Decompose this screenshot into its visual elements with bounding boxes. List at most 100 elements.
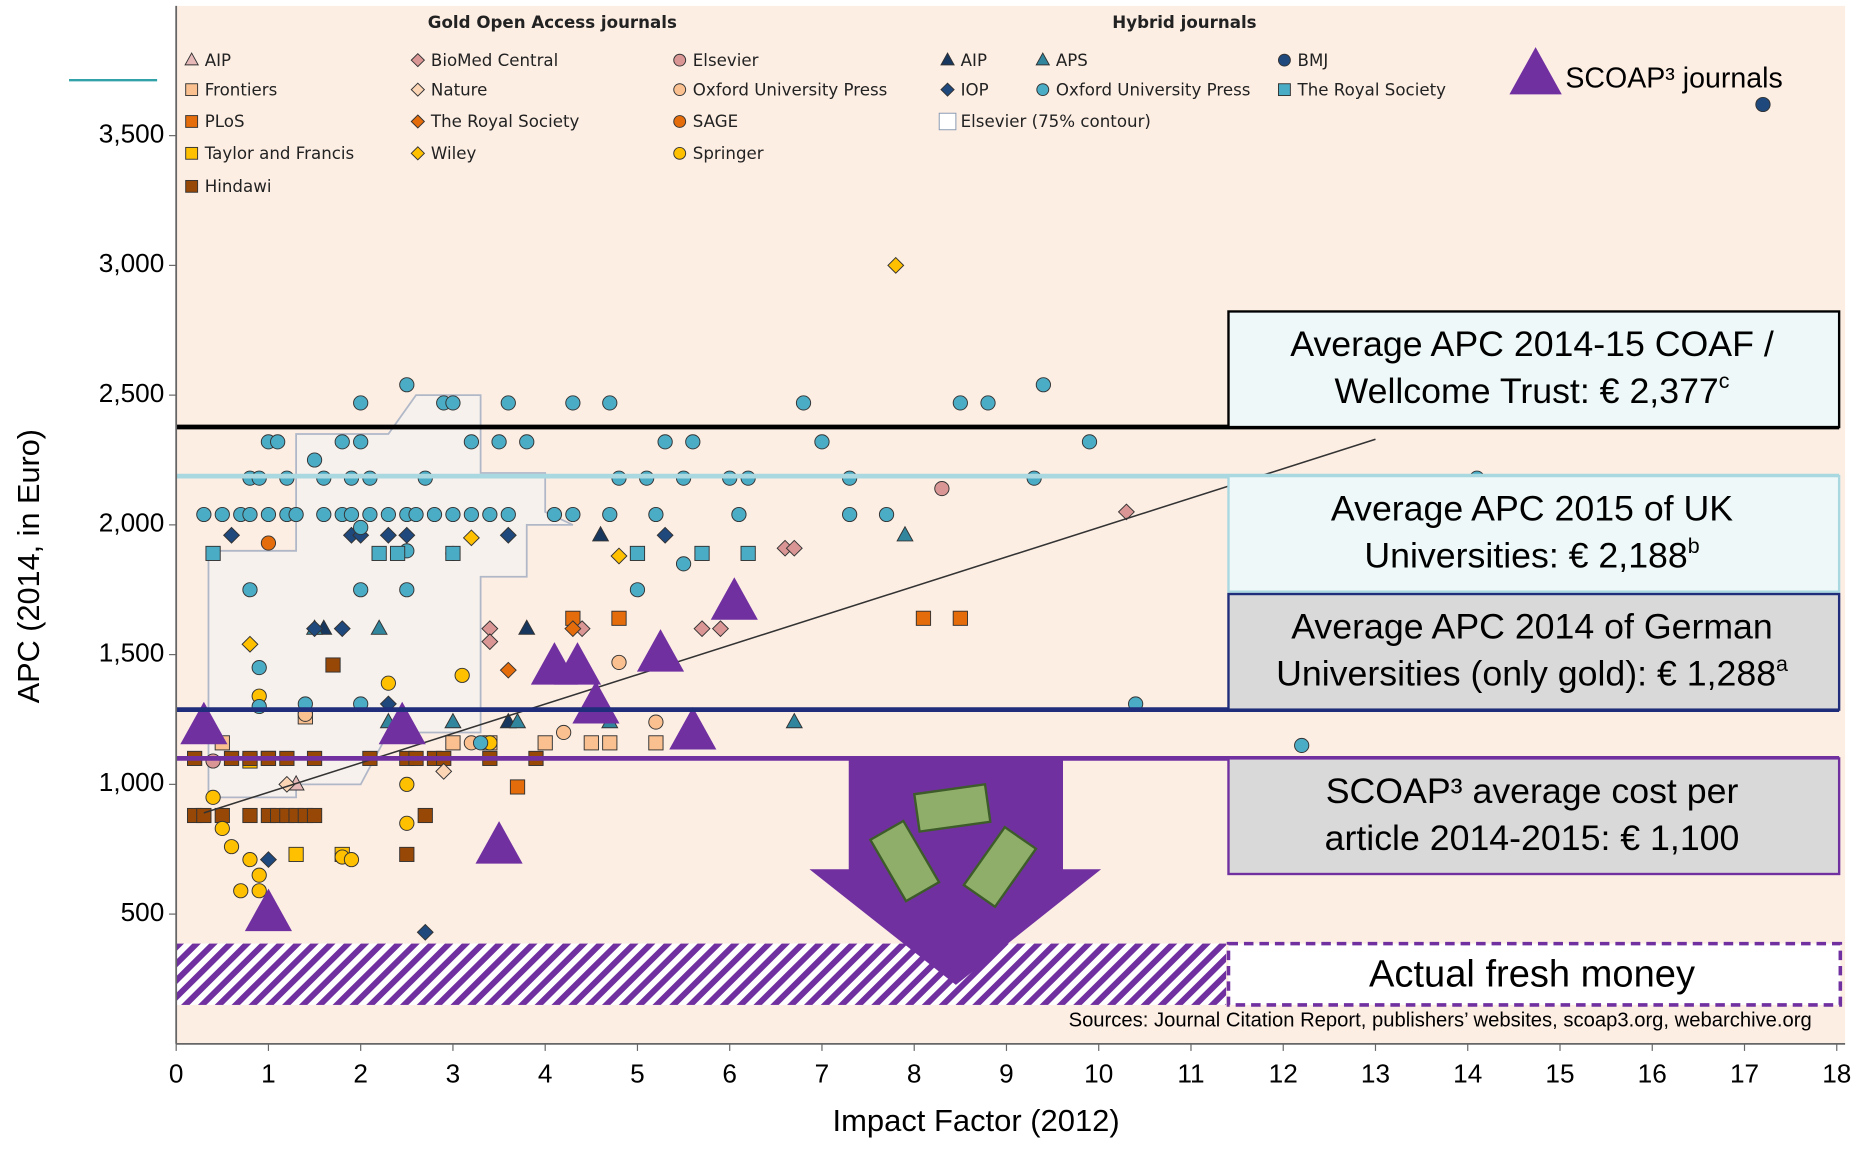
fresh-money-band [176,944,1226,1005]
legend-label: AIP [961,51,987,70]
sources: Sources: Journal Citation Report, publis… [1069,1010,1812,1032]
point [317,507,331,521]
reference-label-text: Average APC 2015 of UK [1331,489,1733,529]
point [446,507,460,521]
point [501,396,515,410]
point [566,507,580,521]
point [842,507,856,521]
point [603,507,617,521]
y-tick-label: 3,000 [99,248,164,278]
x-tick-label: 18 [1822,1059,1851,1089]
y-tick-label: 3,500 [99,119,164,149]
x-tick-label: 0 [169,1059,184,1089]
point [252,884,266,898]
legend-label: Oxford University Press [1056,80,1251,99]
x-tick-label: 11 [1177,1059,1204,1089]
point [252,661,266,675]
point [215,808,229,822]
point [953,611,967,625]
legend-marker [1278,54,1290,66]
point [234,884,248,898]
point [206,546,220,560]
reference-label: Average APC 2014 of German [1291,607,1773,647]
point [473,736,487,750]
point [584,736,598,750]
x-tick-label: 13 [1361,1059,1390,1089]
legend-marker [674,54,686,66]
point [400,847,414,861]
point [206,790,220,804]
point [427,507,441,521]
point [538,736,552,750]
reference-label: Average APC 2014-15 COAF / [1290,324,1774,364]
legend-marker [186,84,198,96]
point [363,507,377,521]
legend-label: BioMed Central [431,51,558,70]
point [879,507,893,521]
point [630,583,644,597]
point [953,396,967,410]
legend-label: Oxford University Press [693,80,888,99]
chart: Actual fresh money Sources: Journal Citat… [0,0,1857,1150]
legend-marker [674,84,686,96]
legend-group-title: Hybrid journals [1112,13,1256,32]
point [197,507,211,521]
point [335,435,349,449]
page: Actual fresh money Sources: Journal Citat… [0,0,1857,1150]
legend-marker [939,113,956,130]
legend-label: The Royal Society [430,112,580,131]
x-tick-label: 15 [1545,1059,1574,1089]
reference-label-text: Universities: € 2,188 [1364,536,1687,576]
y-tick-label: 500 [121,897,165,927]
reference-label: Universities: € 2,188b [1364,534,1699,576]
legend-marker [186,180,198,192]
point [418,808,432,822]
point [372,546,386,560]
point [612,655,626,669]
point [658,435,672,449]
y-tick-label: 2,500 [99,378,164,408]
point [501,507,515,521]
point [492,435,506,449]
legend-marker [674,147,686,159]
reference-label: article 2014-2015: € 1,100 [1325,818,1740,858]
reference-label-text: Universities (only gold): € 1,288 [1276,654,1776,694]
point [916,611,930,625]
point [520,435,534,449]
legend-label: Wiley [431,144,477,163]
point [326,658,340,672]
legend-marker [674,116,686,128]
legend-label: Hindawi [205,177,272,196]
point [243,853,257,867]
point [261,536,275,550]
point [381,507,395,521]
legend-label: Frontiers [205,80,278,99]
x-tick-label: 17 [1730,1059,1759,1089]
legend-label: Elsevier (75% contour) [961,112,1151,131]
point [630,546,644,560]
point [243,808,257,822]
legend-label: SCOAP³ journals [1565,63,1782,95]
point [400,777,414,791]
point [1756,97,1770,111]
point [271,435,285,449]
point [243,507,257,521]
reference-label: Average APC 2015 of UK [1331,489,1733,529]
reference-label-text: SCOAP³ average cost per [1326,771,1739,811]
point [566,396,580,410]
point [676,557,690,571]
point [224,840,238,854]
legend-label: AIP [205,51,231,70]
fresh-money-label: Actual fresh money [1369,954,1695,996]
point [1295,738,1309,752]
point [215,821,229,835]
point [354,520,368,534]
point [289,847,303,861]
point [464,507,478,521]
reference-label: Wellcome Trust: € 2,377c [1335,369,1730,411]
x-tick-label: 14 [1453,1059,1482,1089]
point [695,546,709,560]
point [464,435,478,449]
reference-label-text: Average APC 2014 of German [1291,607,1773,647]
point [344,507,358,521]
